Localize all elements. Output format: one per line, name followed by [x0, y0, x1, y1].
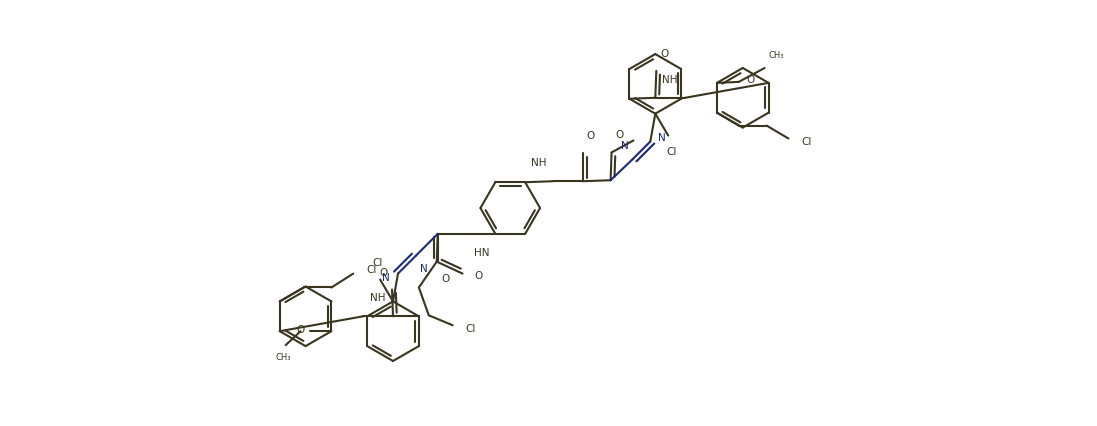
Text: CH₃: CH₃ — [769, 51, 784, 60]
Text: Cl: Cl — [366, 265, 376, 275]
Text: O: O — [615, 130, 624, 141]
Text: O: O — [475, 271, 483, 281]
Text: N: N — [621, 141, 629, 151]
Text: O: O — [296, 325, 305, 335]
Text: NH: NH — [663, 75, 678, 85]
Text: Cl: Cl — [802, 138, 812, 147]
Text: Cl: Cl — [372, 258, 383, 268]
Text: N: N — [658, 132, 666, 143]
Text: O: O — [442, 273, 450, 284]
Text: O: O — [587, 132, 595, 141]
Text: O: O — [747, 75, 755, 85]
Text: O: O — [660, 49, 668, 59]
Text: O: O — [380, 268, 388, 278]
Text: CH₃: CH₃ — [276, 353, 292, 362]
Text: Cl: Cl — [465, 324, 476, 334]
Text: NH: NH — [531, 158, 546, 168]
Text: N: N — [382, 273, 391, 282]
Text: NH: NH — [371, 294, 386, 303]
Text: Cl: Cl — [666, 147, 677, 158]
Text: HN: HN — [474, 248, 489, 258]
Text: N: N — [420, 264, 428, 273]
